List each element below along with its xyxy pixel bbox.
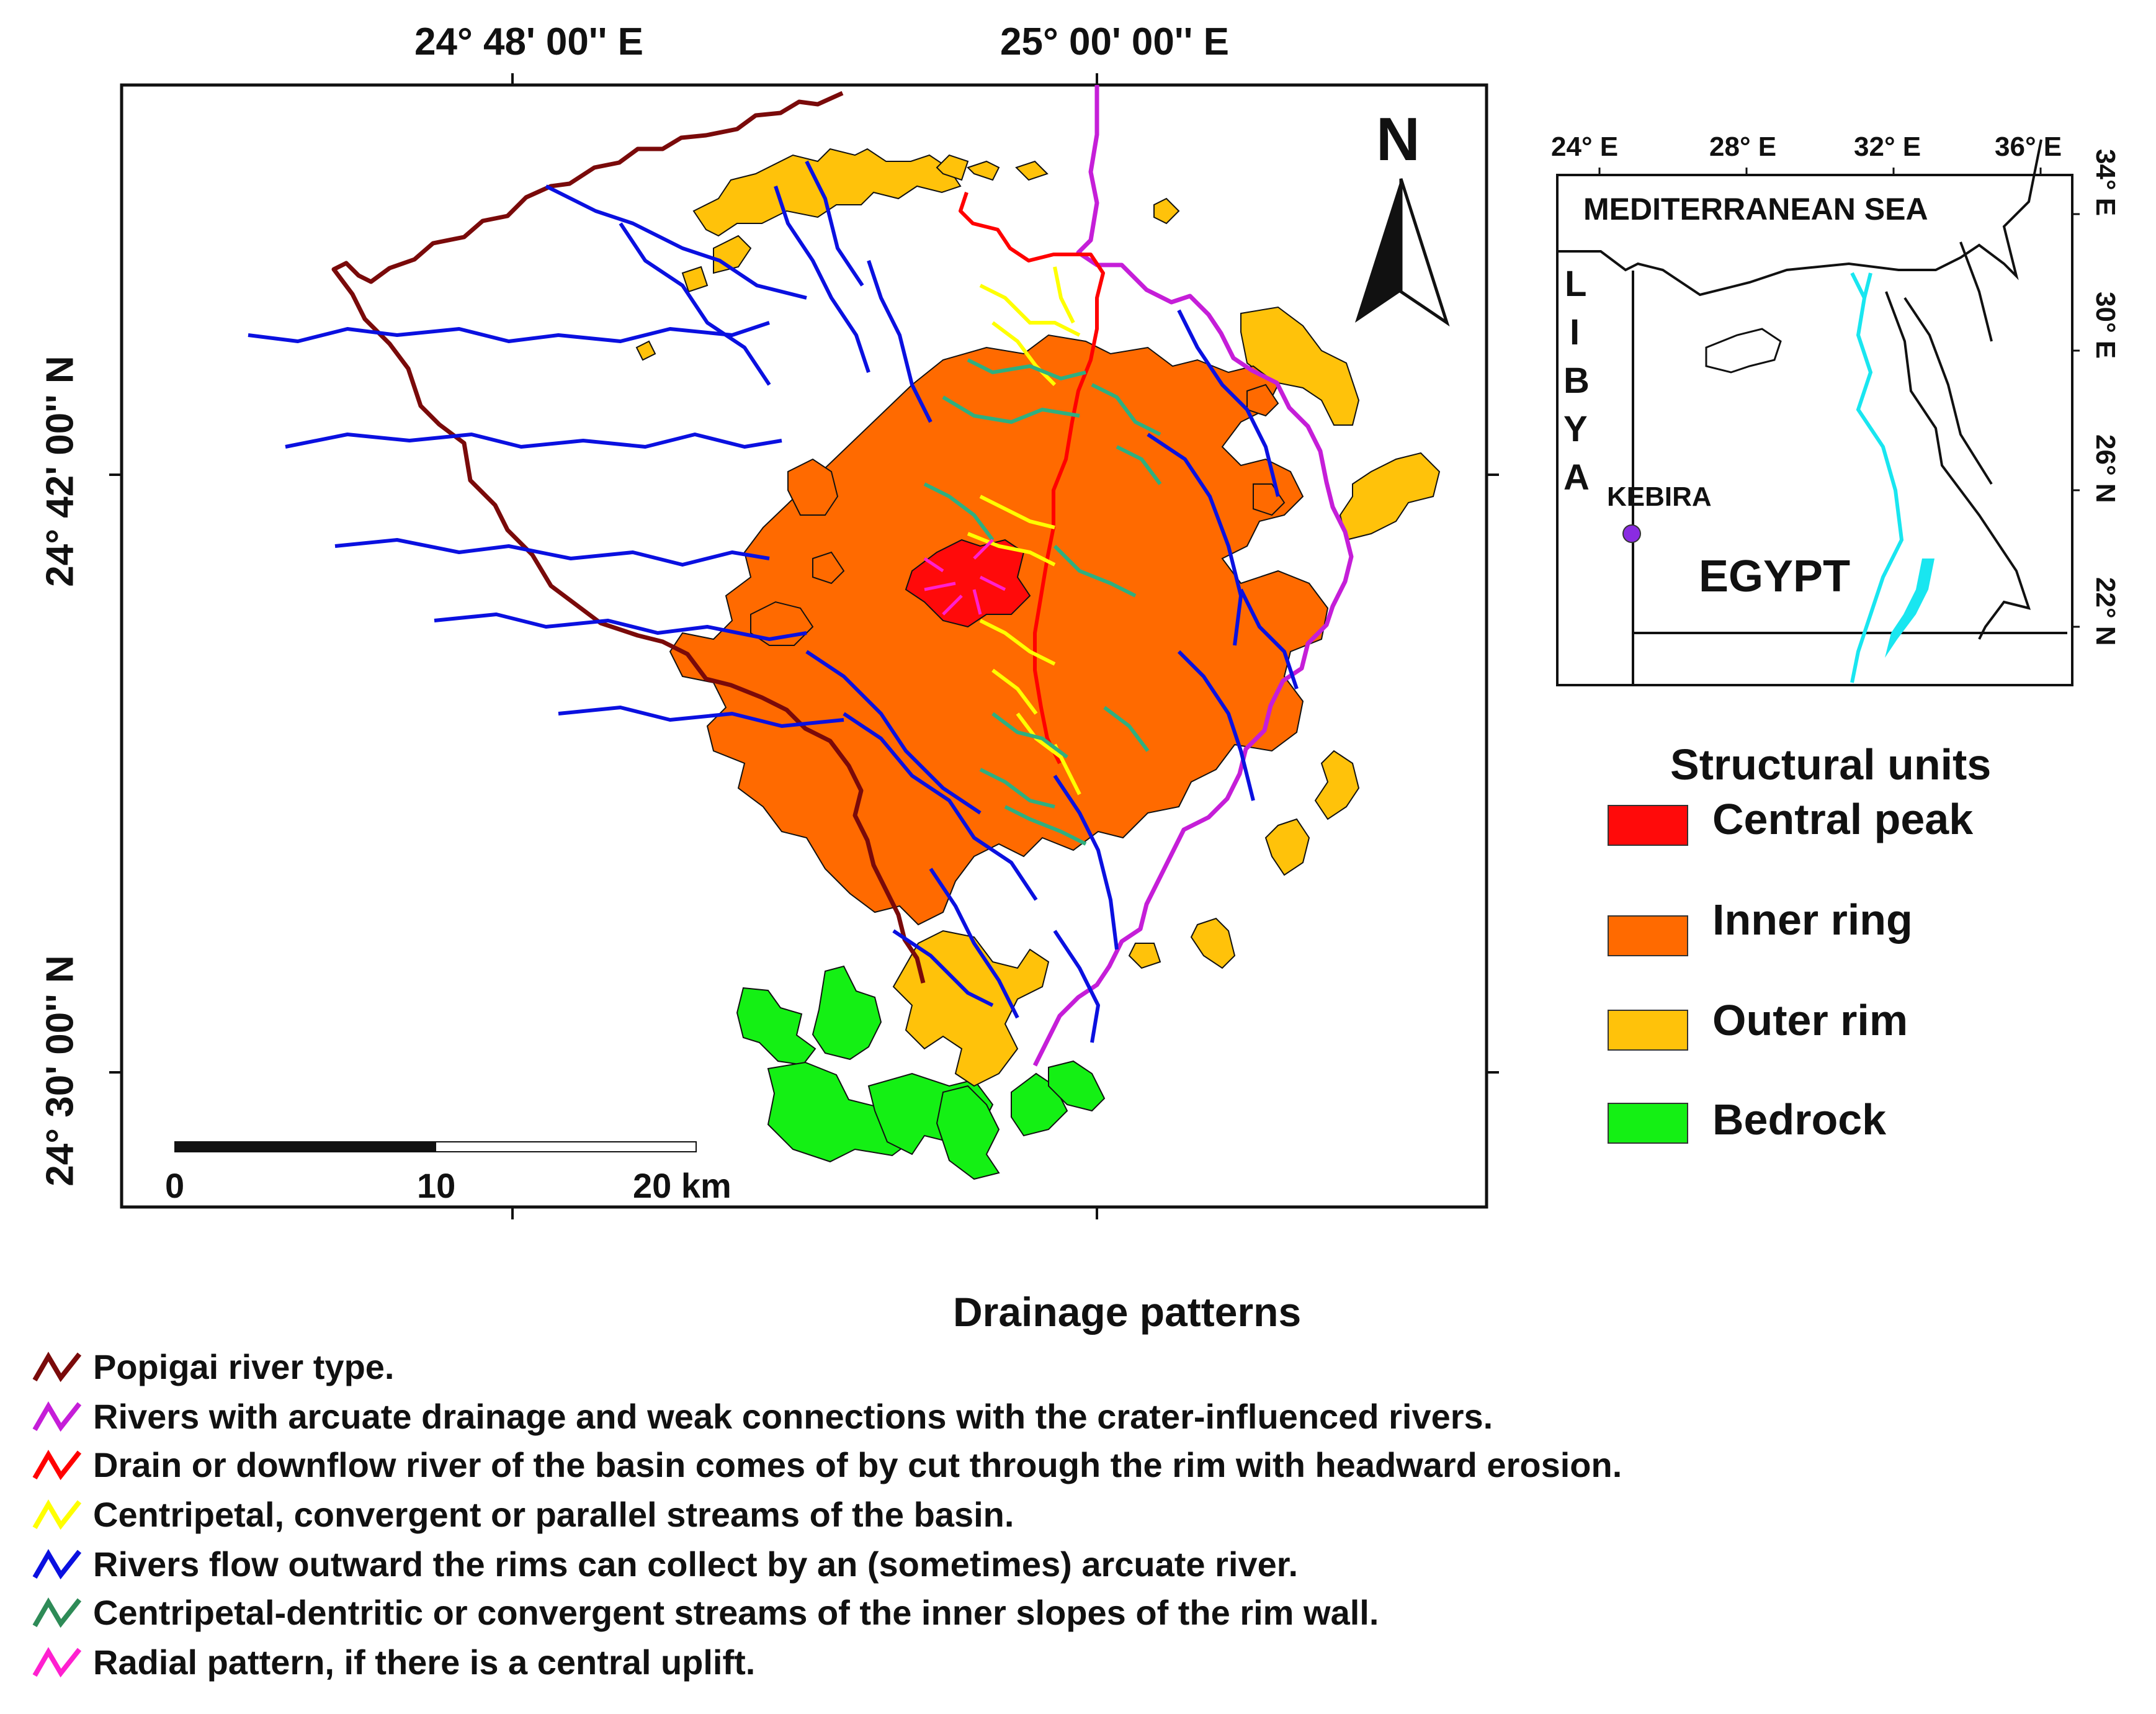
- inset-lake-nasser: [1885, 559, 1935, 658]
- popigai-river: [331, 91, 926, 984]
- zigzag-icon: [32, 1449, 82, 1480]
- scale-label-20: 20 km: [633, 1166, 731, 1205]
- inset-country-label: EGYPT: [1699, 552, 1851, 601]
- inset-ticks: [1598, 168, 2080, 628]
- north-label: N: [1376, 105, 1420, 173]
- zigzag-icon: [32, 1597, 82, 1628]
- drainage-item-label: Popigai river type.: [93, 1347, 395, 1386]
- drainage-item: Radial pattern, if there is a central up…: [31, 1642, 755, 1682]
- inset-top-tick-3: 32° E: [1854, 132, 1921, 162]
- dendritic-streams: [923, 358, 1162, 846]
- scale-label-10: 10: [417, 1166, 456, 1205]
- zigzag-icon: [32, 1548, 82, 1579]
- drainage-item: Drain or downflow river of the basin com…: [31, 1445, 1622, 1485]
- inset-right-tick-1: 34° E: [2090, 149, 2121, 217]
- north-arrow: [1355, 178, 1450, 327]
- legend-outer-rim: Outer rim: [1712, 996, 1908, 1044]
- scale-label-0: 0: [165, 1166, 185, 1205]
- drainage-item: Rivers flow outward the rims can collect…: [31, 1544, 1298, 1584]
- inset-libya-a: A: [1563, 457, 1590, 498]
- arcuate-river: [1032, 85, 1354, 1067]
- legend-swatches: [1608, 805, 1688, 1144]
- drainage-item: Popigai river type.: [31, 1347, 395, 1387]
- drainage-item-label: Rivers with arcuate drainage and weak co…: [93, 1397, 1493, 1436]
- inset-top-tick-1: 24° E: [1551, 132, 1619, 162]
- left-coord-2: 24° 30' 00'' N: [38, 955, 82, 1187]
- legend-inner-ring: Inner ring: [1712, 895, 1913, 944]
- structural-units-title: Structural units: [1670, 740, 1992, 789]
- radial-streams: [923, 539, 1006, 616]
- kebira-site-marker: [1622, 524, 1641, 543]
- drainage-item: Centripetal-dentritic or convergent stre…: [31, 1592, 1379, 1633]
- inset-frame: [1556, 174, 2073, 686]
- drainage-item-label: Centripetal, convergent or parallel stre…: [93, 1495, 1014, 1534]
- inset-right-tick-4: 22° N: [2090, 577, 2121, 646]
- inset-borders: [1557, 139, 2067, 685]
- drainage-item-label: Radial pattern, if there is a central up…: [93, 1643, 756, 1682]
- inset-lake: [1705, 328, 1782, 374]
- drainage-item-label: Drain or downflow river of the basin com…: [93, 1445, 1622, 1484]
- scale-bar: [174, 1141, 697, 1152]
- outer-rim-units: [635, 148, 1441, 1087]
- inset-right-tick-3: 26° N: [2090, 434, 2121, 503]
- zigzag-icon: [32, 1646, 82, 1677]
- zigzag-icon: [32, 1499, 82, 1530]
- zigzag-icon: [32, 1351, 82, 1382]
- inset-nile: [1850, 272, 1904, 683]
- left-coord-1: 24° 42' 00'' N: [38, 356, 82, 587]
- inset-top-tick-2: 28° E: [1709, 132, 1777, 162]
- drainage-patterns-title: Drainage patterns: [953, 1289, 1302, 1335]
- zigzag-icon: [32, 1401, 82, 1432]
- top-coord-2: 25° 00' 00'' E: [1000, 20, 1229, 63]
- inset-sea-label: MEDITERRANEAN SEA: [1583, 192, 1928, 227]
- inset-top-tick-4: 36° E: [1995, 132, 2062, 162]
- top-coord-1: 24° 48' 00'' E: [414, 20, 643, 63]
- legend-bedrock: Bedrock: [1712, 1095, 1887, 1144]
- inset-libya-l: L: [1565, 264, 1587, 304]
- drainage-item: Rivers with arcuate drainage and weak co…: [31, 1396, 1493, 1437]
- drainage-item-label: Rivers flow outward the rims can collect…: [93, 1545, 1299, 1584]
- drain-river: [959, 192, 1105, 765]
- drainage-item: Centripetal, convergent or parallel stre…: [31, 1494, 1014, 1535]
- drainage-item-label: Centripetal-dentritic or convergent stre…: [93, 1593, 1379, 1632]
- frame-ticks: [109, 73, 1499, 1219]
- inset-site-label: KEBIRA: [1607, 482, 1712, 512]
- inset-libya-i: I: [1570, 312, 1580, 352]
- inset-libya-y: Y: [1563, 409, 1588, 449]
- outward-rivers: [248, 160, 1299, 1043]
- inset-right-tick-2: 30° E: [2090, 292, 2121, 359]
- map-frame: [120, 83, 1488, 1209]
- legend-central-peak: Central peak: [1712, 795, 1974, 843]
- bedrock-units: [736, 965, 1106, 1180]
- central-peak: [905, 539, 1031, 628]
- inset-libya-b: B: [1563, 361, 1590, 401]
